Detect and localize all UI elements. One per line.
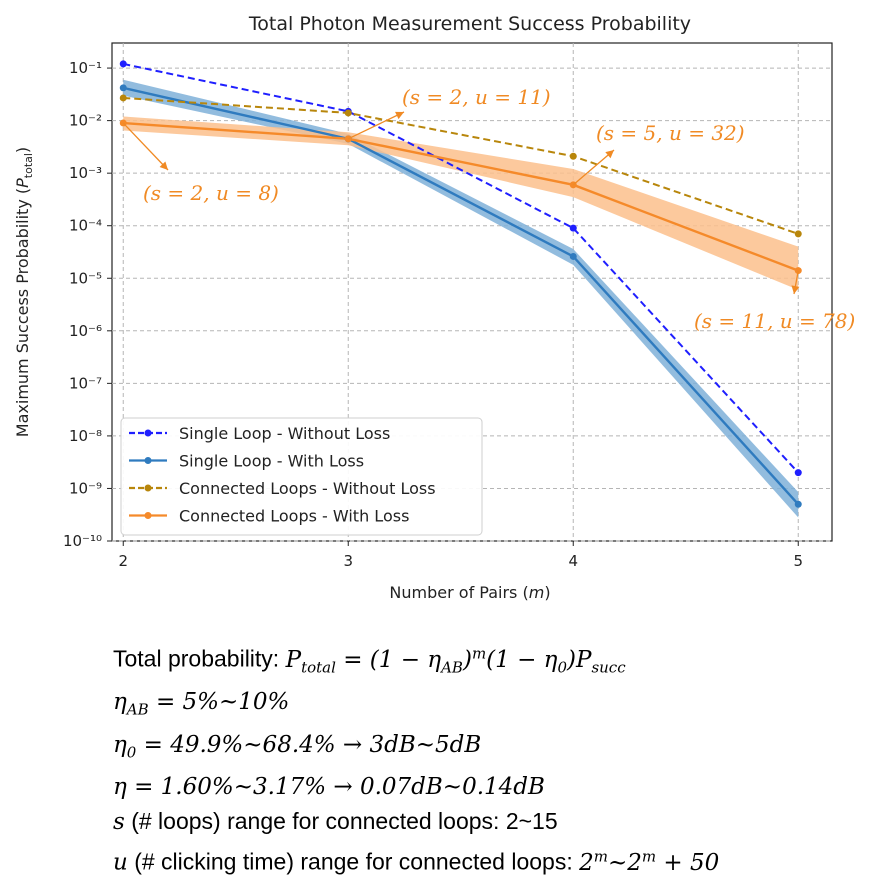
annotation-arrowhead [395,111,404,120]
note-total-probability-prefix: Total probability: [113,645,286,672]
point-connected-loops-without-loss [569,152,577,160]
line-connected-loops-with-loss [123,121,799,272]
point-connected-loops-without-loss [344,109,352,117]
note-total-probability: Total probability: Ptotal = (1 − ηAB)m(1… [113,636,873,684]
y-axis-label-sub: total [22,153,35,178]
math-s: s [113,809,125,836]
y-tick-label: 10⁻⁵ [69,269,102,287]
annotation-label: (s = 2, u = 11) [402,85,551,109]
x-axis-label-text: Number of Pairs ( [389,583,528,602]
math-eta: η = 1.60%~3.17% → 0.07dB~0.14dB [113,774,545,801]
math-eta-ab: ηAB = 5%~10% [113,689,290,719]
annotation-arrow [122,122,169,171]
note-u-range: u (# clicking time) range for connected … [113,839,873,880]
y-tick-label: 10⁻² [69,112,102,130]
annotation-label: (s = 11, u = 78) [694,309,855,333]
x-tick-labels: 2 3 4 5 [118,541,803,570]
chart-title: Total Photon Measurement Success Probabi… [248,13,691,35]
y-tick-label: 10⁻³ [69,164,102,182]
math-u-range: 2m~2m + 50 [579,847,720,877]
legend-box [120,417,483,536]
line-single-loop-with-loss [122,86,800,506]
legend-label-connected-loops-without-loss: Connected Loops - Without Loss [179,479,436,498]
x-axis-label: Number of Pairs (m) [389,583,550,602]
y-tick-label: 10⁻⁹ [69,479,102,497]
annotation-label: (s = 5, u = 32) [596,121,745,145]
y-tick-label: 10⁻⁷ [69,374,102,392]
x-axis-label-var: m [529,583,545,602]
annotation-arrowhead [605,150,614,159]
point-single-loop-without-loss [794,469,802,477]
point-single-loop-with-loss [119,84,127,92]
legend-marker-single-loop-with-loss [144,457,152,464]
uncertainty-bands [123,79,799,518]
x-tick-label: 3 [343,552,353,570]
line-single-loop-without-loss [123,62,799,474]
annotation-label: (s = 2, u = 8) [143,181,279,205]
legend-label-single-loop-with-loss: Single Loop - With Loss [179,452,364,471]
y-axis-label-close: ) [13,147,32,153]
point-single-loop-with-loss [569,252,577,260]
math-p-total: Ptotal = (1 − ηAB)m(1 − η0)Psucc [285,644,626,677]
x-tick-label: 4 [568,552,578,570]
legend-marker-connected-loops-without-loss [144,484,152,492]
point-connected-loops-without-loss [119,94,127,102]
notes-block: Total probability: Ptotal = (1 − ηAB)m(1… [113,636,873,880]
y-tick-label: 10⁻⁶ [69,322,102,340]
annotation-arrow [572,149,615,186]
note-s-range: s (# loops) range for connected loops: 2… [113,804,873,839]
point-connected-loops-without-loss [794,230,802,238]
y-axis-label: Maximum Success Probability (Ptotal) [13,147,35,437]
annotation-arrowhead [159,161,168,170]
legend-marker-single-loop-without-loss [144,429,152,437]
y-axis-label-text: Maximum Success Probability ( [13,188,32,437]
point-single-loop-without-loss [569,224,577,232]
note-eta-ab: ηAB = 5%~10% [113,684,873,727]
chart: Total Photon Measurement Success Probabi… [13,13,855,602]
series-lines [122,62,800,506]
legend: Single Loop - Without Loss Single Loop - … [120,417,483,536]
y-tick-label: 10⁻¹⁰ [63,532,102,550]
math-eta-0: η0 = 49.9%~68.4% → 3dB~5dB [113,731,482,762]
series-markers [119,60,802,508]
y-tick-label: 10⁻⁴ [69,217,102,235]
band-connected-loops-with-loss [123,116,799,290]
line-connected-loops-without-loss [123,96,799,235]
point-single-loop-without-loss [119,60,127,68]
legend-label-connected-loops-with-loss: Connected Loops - With Loss [179,507,409,526]
note-eta: η = 1.60%~3.17% → 0.07dB~0.14dB [113,769,873,804]
y-tick-label: 10⁻¹ [69,59,102,77]
note-eta-0: η0 = 49.9%~68.4% → 3dB~5dB [113,727,873,770]
point-single-loop-with-loss [794,500,802,508]
annotation-arrowhead [791,285,800,294]
x-axis-label-close: ) [544,583,550,602]
y-axis-label-var: P [13,178,32,188]
annotation-arrow [347,111,405,140]
annotations: (s = 2, u = 8) (s = 2, u = 11) (s = 5, u =… [122,85,855,333]
note-u-range-text: (# clicking time) range for connected lo… [127,849,580,876]
y-tick-label: 10⁻⁸ [69,427,102,445]
x-tick-label: 5 [793,552,803,570]
y-tick-labels: 10⁻¹ 10⁻² 10⁻³ 10⁻⁴ 10⁻⁵ 10⁻⁶ 10⁻⁷ 10⁻⁸ 10⁻⁹ 10⁻¹… [63,59,112,550]
legend-marker-connected-loops-with-loss [144,512,152,519]
legend-label-single-loop-without-loss: Single Loop - Without Loss [179,424,390,443]
note-s-range-text: (# loops) range for connected loops: 2~1… [124,808,558,835]
math-u: u [113,850,128,877]
x-tick-label: 2 [118,552,128,570]
